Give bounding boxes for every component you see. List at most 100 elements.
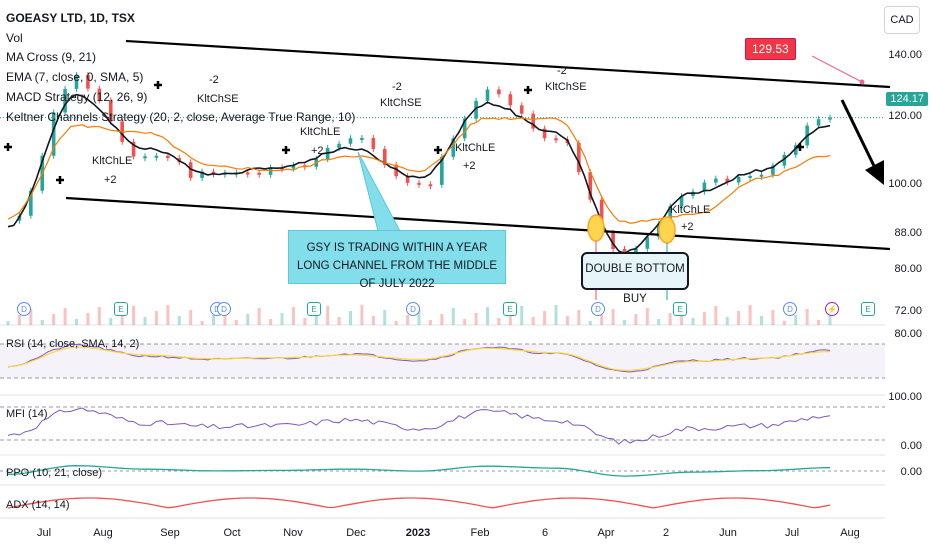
volume-bar xyxy=(702,312,706,325)
dividend-marker[interactable]: D xyxy=(783,302,797,316)
candle xyxy=(714,178,718,183)
volume-bar xyxy=(657,319,661,325)
mfi-tick: 0.00 xyxy=(900,440,922,452)
mfi-line xyxy=(7,407,831,445)
candle xyxy=(211,171,216,175)
candle xyxy=(154,155,159,158)
double-bottom-label[interactable]: DOUBLE BOTTOM BUY xyxy=(581,252,689,305)
double-bottom-circle xyxy=(587,214,605,242)
volume-bar xyxy=(200,321,204,325)
signal-label: KltChLE xyxy=(300,126,341,138)
price-tick: 100.00 xyxy=(888,178,922,190)
candle xyxy=(417,182,421,185)
target-price-tag[interactable]: 129.53 xyxy=(745,38,796,60)
candle xyxy=(782,154,787,166)
volume-bar xyxy=(748,305,752,325)
volume-bar xyxy=(680,307,684,325)
volume-bar xyxy=(132,306,136,325)
candle xyxy=(86,75,90,89)
series-line-ema-7- xyxy=(7,93,831,255)
candle xyxy=(702,182,707,192)
candle xyxy=(474,100,478,119)
candle xyxy=(405,176,410,183)
earnings-marker[interactable]: E xyxy=(307,302,321,316)
symbol-title[interactable]: GOEASY LTD, 1D, TSX xyxy=(6,11,135,25)
time-tick: Apr xyxy=(597,527,615,539)
earnings-marker[interactable]: E xyxy=(861,302,875,316)
channel-callout[interactable]: GSY IS TRADING WITHIN A YEAR LONG CHANNE… xyxy=(288,230,506,290)
candle xyxy=(51,112,56,156)
volume-bar xyxy=(291,307,295,325)
volume-bar xyxy=(223,309,227,325)
signal-label: +2 xyxy=(104,174,117,186)
price-tick: 140.00 xyxy=(888,49,922,61)
legend-vol[interactable]: Vol xyxy=(6,30,23,45)
volume-bar xyxy=(109,318,113,325)
chart-legend: GOEASY LTD, 1D, TSX Vol MA Cross (9, 21)… xyxy=(6,9,355,127)
cross-signal-marker xyxy=(154,81,162,89)
volume-bar xyxy=(817,320,821,325)
target-dot xyxy=(859,79,865,85)
candle xyxy=(748,175,752,178)
volume-bar xyxy=(782,321,786,325)
dividend-marker[interactable]: D xyxy=(17,302,31,316)
dividend-marker[interactable]: D xyxy=(591,302,605,316)
volume-bar xyxy=(177,316,181,325)
earnings-marker[interactable]: E xyxy=(673,302,687,316)
volume-bar xyxy=(463,319,467,325)
volume-bar xyxy=(691,318,695,325)
volume-bar xyxy=(771,310,775,325)
legend-ema[interactable]: EMA (7, close, 0, SMA, 5) xyxy=(6,70,144,85)
candle xyxy=(497,89,501,95)
dividend-marker[interactable]: D xyxy=(217,302,231,316)
split-icon[interactable]: ⚡ xyxy=(825,302,839,316)
volume-bar xyxy=(189,310,193,325)
volume-bar xyxy=(760,316,763,325)
candle xyxy=(611,232,615,249)
callout-pointer xyxy=(357,151,401,232)
signal-label: +2 xyxy=(681,221,694,233)
adx-label[interactable]: ADX (14, 14) xyxy=(6,499,70,511)
time-tick: Sep xyxy=(160,527,180,539)
candle xyxy=(245,172,250,175)
volume-bar xyxy=(6,321,10,325)
volume-bar xyxy=(17,315,21,325)
legend-keltner[interactable]: Keltner Channels Strategy (20, 2, close,… xyxy=(6,109,356,124)
cross-signal-marker xyxy=(524,86,532,94)
volume-bar xyxy=(543,311,547,325)
projection-arrow-shaft xyxy=(840,99,878,171)
candle xyxy=(97,88,102,101)
rsi-ma-line xyxy=(7,346,831,372)
volume-bar xyxy=(645,308,649,325)
volume-bar xyxy=(588,321,592,325)
volume-bar xyxy=(303,318,307,325)
volume-bar xyxy=(257,308,261,325)
candle xyxy=(599,199,604,233)
signal-label: +2 xyxy=(311,145,324,157)
volume-bar xyxy=(246,314,250,325)
legend-ma-cross[interactable]: MA Cross (9, 21) xyxy=(6,50,97,65)
mfi-tick: 100.00 xyxy=(888,391,922,403)
dividend-marker[interactable]: D xyxy=(406,302,420,316)
candle xyxy=(337,143,341,148)
volume-bar xyxy=(451,308,455,325)
volume-bar xyxy=(406,315,410,325)
currency-button[interactable]: CAD xyxy=(884,6,920,34)
candle xyxy=(440,156,444,185)
candle xyxy=(531,113,535,129)
volume-bar xyxy=(314,312,318,325)
volume-bar xyxy=(600,315,604,325)
signal-label: KltChSE xyxy=(197,93,239,105)
earnings-marker[interactable]: E xyxy=(114,302,128,316)
candle xyxy=(428,184,433,187)
cross-signal-marker xyxy=(796,143,804,151)
candle xyxy=(645,236,650,249)
earnings-marker[interactable]: E xyxy=(503,302,517,316)
legend-macd[interactable]: MACD Strategy (12, 26, 9) xyxy=(6,89,148,104)
ppo-label[interactable]: PPO (10, 21, close) xyxy=(6,467,102,479)
rsi-label[interactable]: RSI (14, close, SMA, 14, 2) xyxy=(6,338,140,350)
mfi-label[interactable]: MFI (14) xyxy=(6,408,48,420)
double-bottom-circle xyxy=(658,216,676,244)
volume-bar xyxy=(52,314,56,325)
